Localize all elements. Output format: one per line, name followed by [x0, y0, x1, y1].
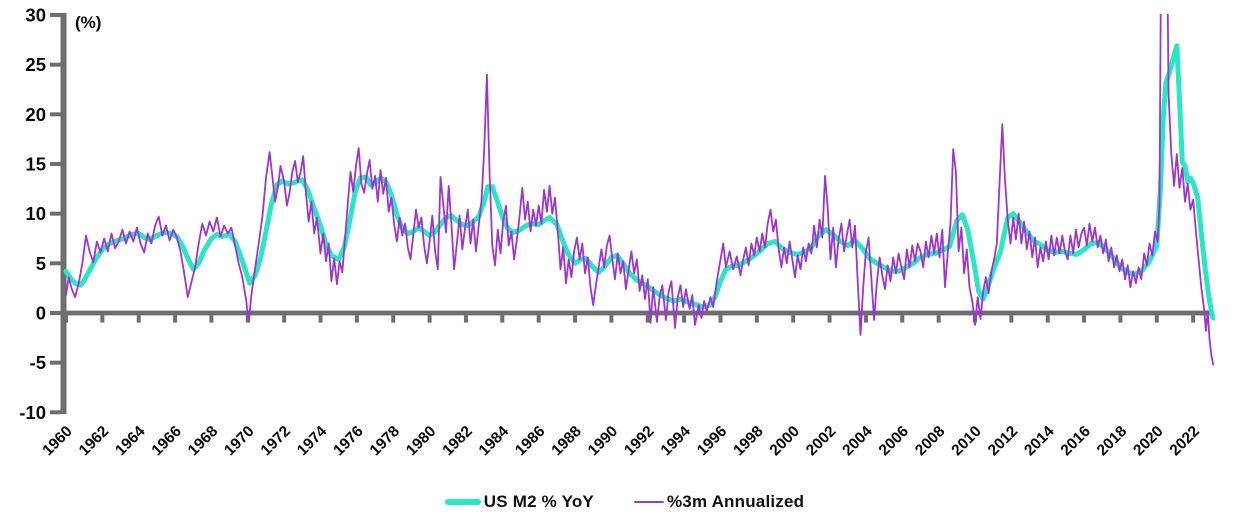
- y-tick-label: 15: [25, 154, 46, 175]
- x-tick: [536, 315, 541, 323]
- x-tick: [827, 315, 832, 323]
- y-tick: [50, 13, 61, 18]
- y-tick: [50, 311, 61, 315]
- x-tick-label: 2002: [803, 423, 839, 459]
- x-tick: [173, 315, 178, 323]
- x-tick-label: 1962: [76, 423, 112, 459]
- y-tick: [50, 211, 61, 216]
- x-tick-label: 2014: [1021, 423, 1058, 460]
- y-tick: [50, 261, 61, 266]
- y-tick-label: -5: [30, 352, 46, 373]
- x-tick-label: 1964: [112, 423, 149, 460]
- legend-swatch-us-m2-line: [444, 499, 481, 505]
- x-tick-label: 1988: [548, 423, 585, 460]
- x-tick-label: 1994: [658, 423, 695, 460]
- x-tick-label: 2008: [912, 423, 949, 460]
- x-tick: [754, 315, 759, 323]
- x-tick-label: 2004: [839, 423, 876, 460]
- x-tick-label: 2020: [1130, 423, 1166, 459]
- x-tick: [318, 315, 323, 323]
- x-tick-label: 1960: [39, 423, 75, 459]
- x-tick: [682, 315, 687, 323]
- x-tick-label: 2012: [985, 423, 1021, 459]
- x-tick-label: 2006: [876, 423, 913, 460]
- x-tick: [1118, 315, 1123, 323]
- x-tick: [100, 315, 105, 323]
- x-tick: [1082, 315, 1087, 323]
- x-tick-label: 1980: [403, 423, 439, 459]
- x-tick: [1191, 315, 1196, 323]
- x-tick: [1045, 315, 1050, 323]
- x-tick: [1154, 315, 1159, 323]
- y-tick-label: -10: [19, 402, 46, 423]
- x-tick: [791, 315, 796, 323]
- chart-legend: US M2 % YoY %3m Annualized: [0, 492, 1249, 512]
- x-tick-label: 2022: [1167, 423, 1203, 459]
- x-tick: [391, 315, 396, 323]
- x-tick-label: 1992: [621, 423, 657, 459]
- x-tick: [500, 315, 505, 323]
- y-tick: [50, 112, 61, 117]
- series-line-us-m2-yoy: [63, 43, 1215, 321]
- y-tick: [50, 410, 61, 415]
- x-tick-label: 1974: [294, 423, 331, 460]
- x-tick: [64, 315, 68, 323]
- y-tick: [50, 62, 61, 67]
- x-tick-label: 2000: [767, 423, 803, 459]
- legend-label-3m: %3m Annualized: [666, 492, 805, 511]
- legend-label-us-m2: US M2 % YoY: [483, 492, 594, 511]
- x-tick: [645, 315, 650, 323]
- x-tick-label: 1976: [330, 423, 367, 460]
- x-tick: [863, 315, 868, 323]
- x-tick-label: 1984: [476, 423, 513, 460]
- legend-swatch-3m-line: [633, 500, 664, 504]
- y-tick-label: 10: [25, 203, 46, 224]
- x-tick-label: 1966: [149, 423, 186, 460]
- x-tick-label: 2010: [948, 423, 984, 459]
- x-tick: [936, 315, 941, 323]
- x-tick-label: 1982: [439, 423, 475, 459]
- x-tick: [354, 315, 359, 323]
- y-tick: [50, 360, 61, 365]
- x-tick: [718, 315, 723, 323]
- series-line-3m-annualized: [65, 14, 1215, 366]
- y-tick-label: 25: [25, 54, 46, 75]
- x-tick: [900, 315, 905, 323]
- x-tick: [209, 315, 214, 323]
- x-tick: [282, 315, 287, 323]
- x-tick-label: 1990: [585, 423, 621, 459]
- y-tick-label: 30: [25, 5, 46, 26]
- x-tick-label: 1968: [185, 423, 222, 460]
- x-tick-label: 2018: [1094, 423, 1131, 460]
- y-tick-label: 5: [36, 253, 46, 274]
- x-tick: [427, 315, 432, 323]
- x-tick: [463, 315, 468, 323]
- x-tick-label: 1998: [730, 423, 767, 460]
- x-tick: [609, 315, 614, 323]
- y-tick: [50, 162, 61, 167]
- x-tick-label: 1972: [258, 423, 294, 459]
- x-tick-label: 1970: [221, 423, 257, 459]
- x-tick: [1009, 315, 1014, 323]
- legend-item-3m-annualized: %3m Annualized: [633, 492, 805, 512]
- x-tick-label: 1996: [694, 423, 731, 460]
- x-tick-label: 1978: [367, 423, 404, 460]
- legend-item-us-m2: US M2 % YoY: [444, 492, 594, 512]
- x-tick: [573, 315, 578, 323]
- x-tick: [136, 315, 141, 323]
- x-tick-label: 1986: [512, 423, 549, 460]
- y-tick-label: 20: [25, 104, 46, 125]
- y-axis-unit-label: (%): [75, 13, 101, 32]
- y-axis-line: [60, 13, 67, 414]
- x-axis-zero-line: [60, 310, 1213, 316]
- y-tick-label: 0: [36, 303, 46, 324]
- x-tick-label: 2016: [1058, 423, 1095, 460]
